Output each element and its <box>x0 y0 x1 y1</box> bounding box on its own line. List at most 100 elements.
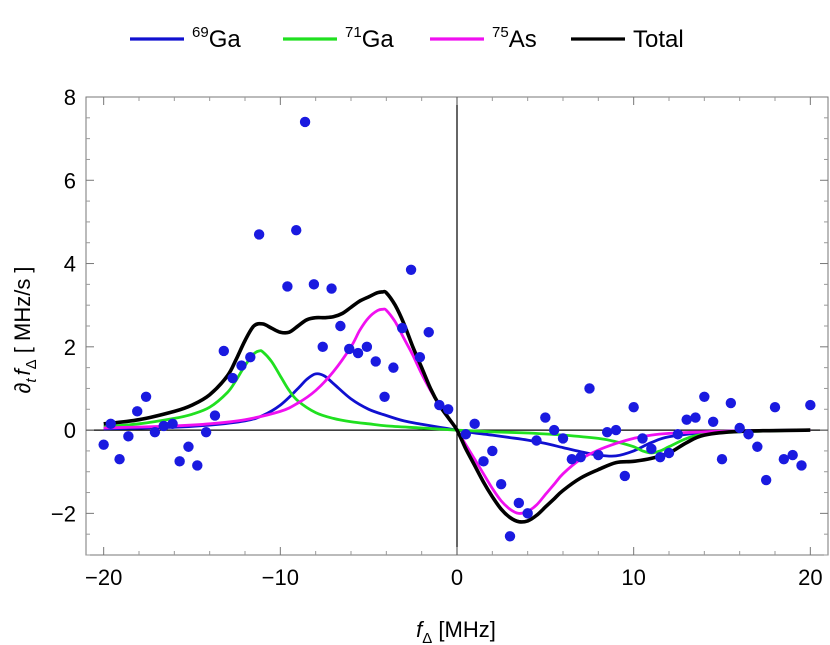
data-point <box>317 341 328 353</box>
data-point <box>299 116 311 128</box>
data-point <box>725 397 737 409</box>
data-point <box>370 356 381 367</box>
data-point <box>610 424 622 436</box>
data-point <box>114 454 125 465</box>
data-point <box>379 391 390 402</box>
data-point <box>769 401 781 413</box>
legend-label-element: As <box>509 26 537 53</box>
data-point <box>388 362 399 373</box>
data-point <box>218 345 229 357</box>
data-point <box>282 281 293 292</box>
legend-label-isotope: 75 <box>492 24 509 41</box>
data-point <box>796 460 807 471</box>
data-point <box>760 474 772 486</box>
legend-entry: 71Ga <box>283 24 394 53</box>
data-point <box>690 412 701 423</box>
data-point <box>504 531 516 542</box>
zero-lines <box>86 97 828 555</box>
data-point <box>167 418 178 430</box>
data-point <box>663 447 675 459</box>
y-tick-label: 6 <box>64 168 76 193</box>
data-point <box>469 418 480 430</box>
data-point <box>752 441 763 452</box>
data-point <box>442 404 454 415</box>
data-point <box>326 283 337 294</box>
data-point <box>105 418 116 430</box>
legend-label: 69Ga <box>192 24 241 53</box>
data-point <box>132 406 143 417</box>
data-point <box>140 391 152 402</box>
data-point <box>487 445 498 457</box>
data-point <box>291 225 302 236</box>
data-point <box>123 431 134 442</box>
series-line-69ga <box>103 372 811 458</box>
data-point <box>423 327 434 338</box>
data-point <box>575 451 586 463</box>
data-point <box>557 433 569 444</box>
data-point <box>174 456 185 467</box>
data-point <box>335 320 346 332</box>
legend-label-isotope: 69 <box>192 24 209 41</box>
y-tick-label: 2 <box>64 335 76 360</box>
data-point <box>707 416 719 427</box>
data-point <box>308 279 320 290</box>
data-point <box>183 441 194 452</box>
series-line-total <box>103 289 811 524</box>
data-point <box>619 470 631 482</box>
data-point <box>743 429 754 440</box>
data-point <box>628 401 639 413</box>
data-point <box>414 352 426 363</box>
data-point <box>601 426 613 438</box>
y-axis-label-unit: [ MHz/s ] <box>10 266 35 359</box>
y-tick-label: 8 <box>64 85 76 110</box>
data-point <box>460 429 472 440</box>
data-point <box>778 454 790 465</box>
legend-label-element: Ga <box>362 26 395 53</box>
x-axis-label: fΔ [MHz] <box>416 617 496 645</box>
data-point <box>566 454 578 465</box>
legend-entry: 75As <box>430 24 537 53</box>
y-tick-label: −2 <box>51 501 76 526</box>
data-point <box>209 410 221 421</box>
y-axis-label: ∂tfΔ [ MHz/s ] <box>10 266 40 393</box>
data-point <box>646 443 657 455</box>
x-tick-label: 10 <box>621 565 645 590</box>
y-axis-label-main: f <box>10 367 35 376</box>
y-axis-label-sub2: Δ <box>23 359 40 369</box>
data-point <box>593 449 604 461</box>
data-point <box>352 347 364 359</box>
legend-label-element: Ga <box>209 26 242 53</box>
data-point <box>253 229 265 240</box>
x-axis-label-sub: Δ <box>422 630 432 645</box>
x-tick-label: −10 <box>262 565 299 590</box>
x-axis-label-main: f <box>416 617 425 642</box>
y-tick-label: 0 <box>64 418 76 443</box>
data-point <box>531 435 542 446</box>
data-point <box>200 426 212 438</box>
data-point <box>495 479 507 490</box>
data-point <box>98 439 109 450</box>
data-point <box>149 426 161 438</box>
data-point <box>716 454 728 465</box>
data-point <box>158 420 169 432</box>
data-point <box>405 264 417 275</box>
legend-label: Total <box>633 26 684 53</box>
x-axis-label-unit: [MHz] <box>432 617 496 642</box>
data-point <box>584 383 595 394</box>
data-point <box>787 449 798 461</box>
legend: 69Ga 71Ga 75As Total <box>130 24 684 53</box>
data-point <box>734 422 745 434</box>
x-tick-label: 0 <box>451 565 463 590</box>
data-point <box>540 412 551 423</box>
scatter-points <box>98 116 816 542</box>
data-point <box>478 456 489 467</box>
data-point <box>227 372 238 384</box>
data-point <box>522 508 533 519</box>
data-point <box>192 460 203 471</box>
data-point <box>344 343 355 355</box>
data-point <box>654 451 666 463</box>
data-point <box>805 399 816 411</box>
legend-label-isotope: 71 <box>345 24 362 41</box>
x-tick-label: 20 <box>798 565 822 590</box>
